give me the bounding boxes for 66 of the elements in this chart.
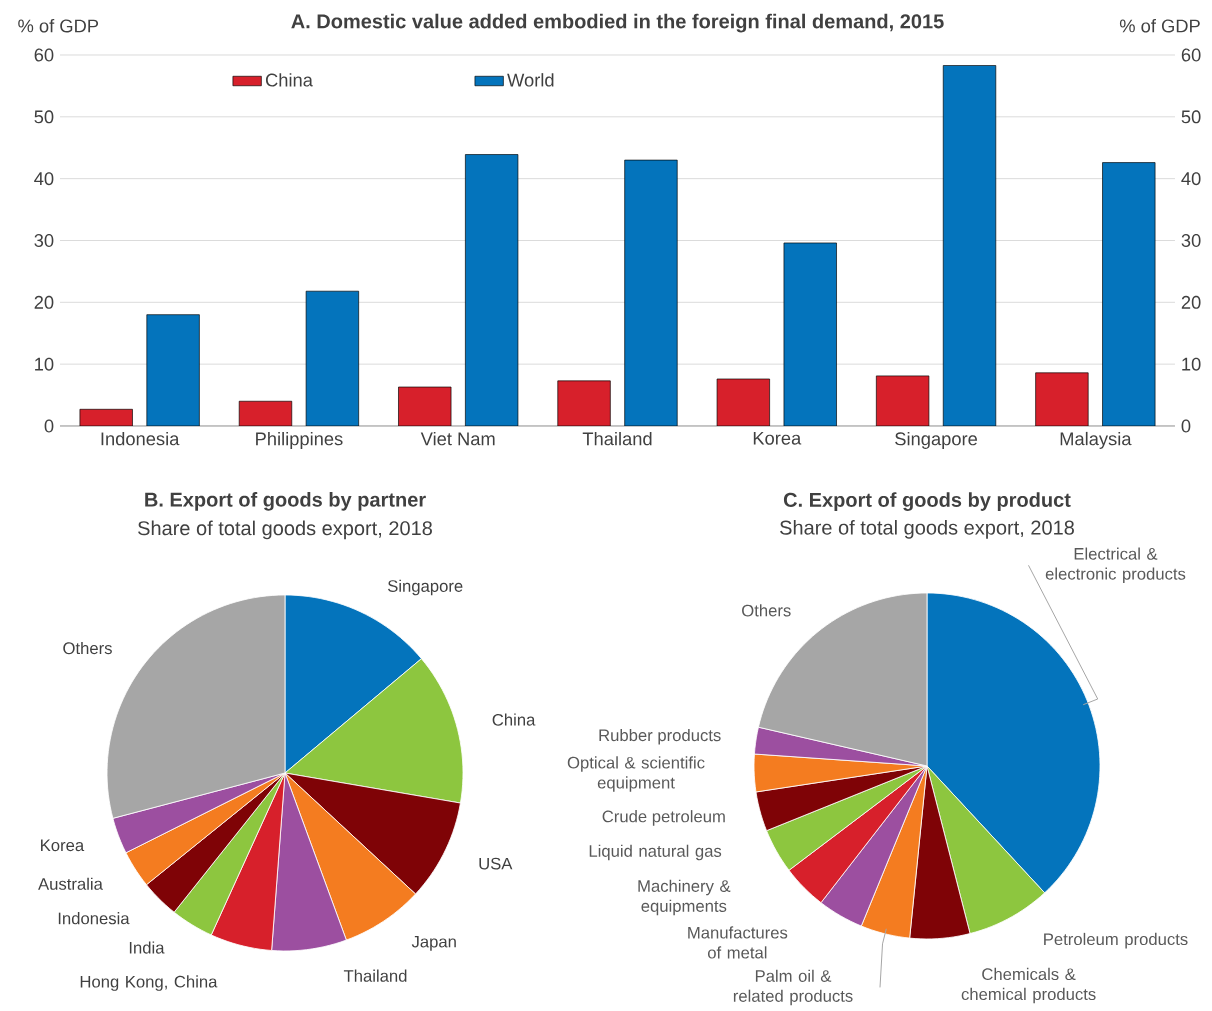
y-tick-label: 30 <box>34 234 54 247</box>
slice-label: China <box>492 713 536 726</box>
slice-label: Thailand <box>343 969 407 982</box>
slice-label: Rubber products <box>599 728 721 745</box>
slice-label: Crude petroleum <box>602 810 725 826</box>
slice-label: Machinery & equipments <box>638 879 731 916</box>
bar <box>238 400 293 426</box>
x-tick-label: Korea <box>753 431 802 445</box>
chart-title: B. Export of goods by partner <box>145 492 426 511</box>
y-tick-label: 0 <box>44 419 54 433</box>
bar <box>1102 162 1156 426</box>
slice-label: Chemicals & chemical products <box>961 967 1096 1004</box>
y2-axis-title: % of GDP <box>1119 19 1200 33</box>
slice-label: Australia <box>38 877 103 890</box>
bar <box>465 154 519 426</box>
x-tick-label: Viet Nam <box>420 431 495 446</box>
slice-label: Liquid natural gas <box>589 844 722 861</box>
slice-label: USA <box>479 857 513 870</box>
chart-subtitle: Share of total goods export, 2018 <box>138 520 432 540</box>
y2-tick-label: 40 <box>1181 172 1201 186</box>
slice-label: Optical & scientific equipment <box>567 756 705 792</box>
y2-tick-label: 50 <box>1181 110 1201 124</box>
y-tick-label: 50 <box>34 110 54 124</box>
y-tick-label: 20 <box>34 295 54 309</box>
x-tick-label: Malaysia <box>1060 431 1132 449</box>
bar <box>942 65 997 426</box>
y2-tick-label: 0 <box>1181 419 1191 433</box>
y-tick-label: 10 <box>35 357 54 371</box>
y2-tick-label: 60 <box>1181 48 1201 62</box>
slice-label: India <box>129 941 165 954</box>
bar <box>305 290 359 426</box>
bar <box>624 159 678 426</box>
y2-tick-label: 30 <box>1181 234 1201 247</box>
bar <box>146 314 200 426</box>
slice-label: Manufactures of metal <box>688 926 788 959</box>
bar <box>783 242 837 426</box>
y-tick-label: 60 <box>34 48 54 62</box>
bar <box>557 380 611 426</box>
y-tick-label: 40 <box>34 172 54 186</box>
slice-label: Singapore <box>387 579 463 596</box>
bar <box>716 378 770 426</box>
slice-label: Palm oil & related products <box>733 969 853 1006</box>
slice-label: Petroleum products <box>1044 932 1188 949</box>
y2-tick-label: 10 <box>1182 357 1201 371</box>
x-tick-label: Thailand <box>582 431 652 446</box>
y-axis-title: % of GDP <box>18 19 99 33</box>
slice-label: Hong Kong, China <box>80 975 218 991</box>
x-tick-label: Indonesia <box>101 431 180 446</box>
legend-label: China <box>265 73 313 87</box>
slice-label: Japan <box>411 935 456 951</box>
y2-tick-label: 20 <box>1181 295 1201 309</box>
bar <box>398 386 452 426</box>
slice-label: Korea <box>41 839 85 852</box>
legend-label: World <box>507 73 554 87</box>
slice-label: Others <box>742 604 791 617</box>
slice-label: Electrical & electronic products <box>1045 547 1186 584</box>
x-tick-label: Singapore <box>895 431 978 449</box>
slice-label: Others <box>63 641 112 655</box>
chart-title: C. Export of goods by product <box>783 492 1071 511</box>
chart-title: A. Domestic value added embodied in the foreign final demand, 2015 <box>291 13 944 33</box>
bar <box>1035 372 1089 426</box>
x-tick-label: Philippines <box>256 431 343 449</box>
slice-label: Indonesia <box>58 912 130 925</box>
chart-subtitle: Share of total goods export, 2018 <box>780 520 1074 539</box>
bar <box>79 408 133 426</box>
bar <box>876 375 930 426</box>
